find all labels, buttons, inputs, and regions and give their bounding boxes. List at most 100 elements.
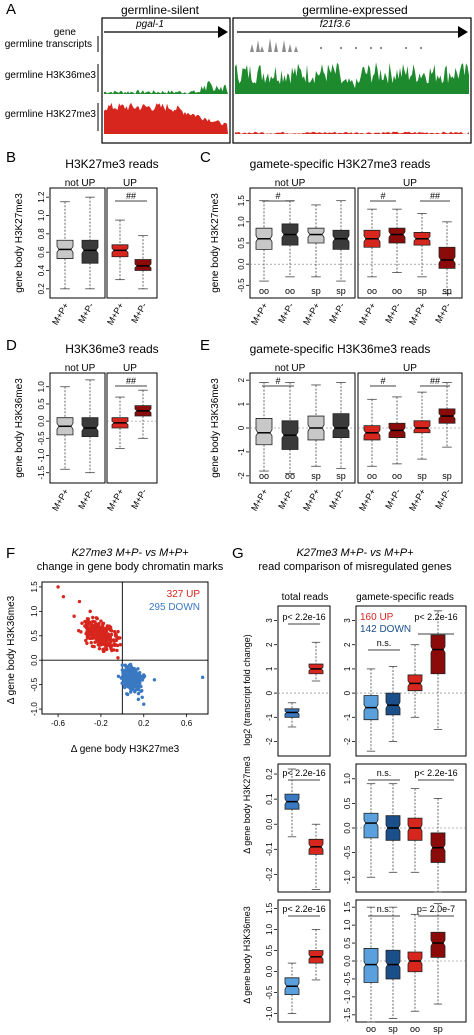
panel-b-x-axis: M+P+ M+P- M+P+ M+P-	[50, 301, 149, 327]
f-point-down	[128, 690, 133, 694]
e-sub-label: sp	[336, 471, 346, 481]
c-sub-label: oo	[285, 286, 295, 296]
panel-e-sig2: #	[380, 376, 385, 386]
f-point-down	[120, 663, 125, 667]
f-point-up	[83, 624, 87, 628]
panel-b-frame-right	[106, 187, 158, 299]
g-p-r2-total: p< 2.2e-16	[282, 768, 325, 778]
f-point-down	[128, 679, 132, 684]
track-label-gene: gene	[54, 27, 77, 38]
f-xtick-label: 0.2	[138, 719, 150, 728]
f-point-down	[139, 684, 143, 689]
c-xlabel: M+P+	[249, 301, 270, 327]
g-r1-gamete-1	[385, 692, 401, 716]
f-point-up	[116, 629, 120, 634]
g-r3-tick-label: 1.5	[265, 902, 274, 914]
e-xlabel: M+P-	[383, 487, 403, 511]
g-r3-gamete-3	[430, 931, 446, 958]
gene-name-right: f21f3.6	[320, 19, 351, 30]
g-r3b-tick-label: 0.5	[343, 937, 352, 949]
transcript-dot	[380, 47, 382, 49]
f-point-up	[104, 641, 109, 646]
g-r1-tick-label: 2	[265, 642, 274, 647]
f-point-up	[77, 599, 82, 604]
f-point-up	[108, 625, 113, 630]
panel-g-col-total: total reads	[282, 592, 329, 603]
g-r3b-tick-label: -1.5	[343, 1007, 352, 1021]
e-sub-label: oo	[259, 471, 269, 481]
panel-b-title: H3K27me3 reads	[65, 157, 158, 171]
transcript-dot	[340, 47, 342, 49]
f-point-up	[116, 656, 120, 660]
f-point-down	[125, 673, 130, 677]
c-xlabel: M+P+	[407, 301, 428, 327]
g-r3-tick-label: -1.0	[265, 1006, 274, 1020]
c-y-tick-label: 0.0	[237, 258, 246, 270]
b-y-tick-label: 0.2	[37, 283, 46, 295]
panel-b-y-axis: 0.2 0.4 0.6 0.8 1.0 1.2	[37, 191, 49, 294]
d-y-tick-label: -1.0	[37, 448, 46, 462]
g-r3b-tick-label: 1.5	[343, 901, 352, 913]
panel-e: E gamete-specific H3K36me3 reads not UP …	[200, 337, 463, 513]
c-y-tick-label: 0.5	[237, 237, 246, 249]
transcript-dot	[355, 47, 357, 49]
f-point-up	[101, 625, 105, 629]
f-point-up	[99, 638, 103, 643]
c-y-tick-label: -0.5	[237, 278, 246, 292]
f-point-up	[86, 635, 91, 639]
transcript-dot	[320, 47, 322, 49]
coverage-tracks	[104, 38, 469, 134]
g-p-r3-gamete: p= 2.0e-7	[417, 904, 455, 914]
b-box-3	[134, 259, 152, 271]
panel-f-frame	[41, 581, 209, 715]
panel-d-ylabel: gene body H3K36me3	[14, 378, 25, 478]
panel-g-col-gamete: gamete-specific reads	[356, 592, 454, 603]
panel-g-title-2: read comparison of misregulated genes	[258, 561, 452, 573]
panel-g-boxes: -2 -1 0 1 2 3 -2 -1 0 1 2 3 -0.2 -0.1 0.0 0.1 0.2 -1.0 -0.…	[265, 610, 466, 1034]
h3k36-track-expressed	[235, 62, 469, 94]
e-y-tick-label: -2	[237, 472, 246, 480]
g-r1b-tick-label: 1	[343, 666, 352, 671]
g-frame-r1-gamete	[355, 605, 467, 757]
c-sub-label: oo	[392, 286, 402, 296]
g-r2-tick-label: 0.1	[265, 793, 274, 805]
f-point-up	[101, 622, 105, 626]
c-sub-label: oo	[259, 286, 269, 296]
b-y-tick-label: 0.8	[37, 228, 46, 240]
f-point-up	[109, 643, 114, 648]
g-r2-gamete-2	[407, 817, 423, 841]
f-point-up	[91, 615, 95, 620]
g-r3b-tick-label: -0.5	[343, 972, 352, 986]
g-frame-r1-total	[277, 605, 331, 757]
transcript-dot	[370, 47, 372, 49]
track-label-h3k36: germline H3K36me3	[5, 70, 97, 81]
c-xlabel: M+P-	[383, 301, 403, 325]
c-sub-label: sp	[311, 286, 321, 296]
transcript-dot	[420, 47, 422, 49]
panel-f-title-2: change in gene body chromatin marks	[37, 561, 224, 573]
f-point-down	[133, 668, 138, 672]
f-point-up	[104, 636, 108, 640]
e-xlabel: M+P-	[276, 487, 296, 511]
panel-e-y-axis: -2 -1 0 1 2	[237, 377, 249, 479]
c-box-5	[388, 227, 406, 244]
g-bottom-label: oo	[366, 1024, 376, 1034]
track-label-transcripts: germline transcripts	[5, 39, 92, 50]
g-r2-tick-label: 0.0	[265, 818, 274, 830]
panel-f-ylabel: Δ gene body H3K36me3	[6, 595, 17, 704]
panel-f-xlabel: Δ gene body H3K27me3	[71, 744, 180, 755]
f-xtick-label: -0.6	[51, 719, 65, 728]
f-point-up	[85, 627, 90, 631]
d-box-1	[81, 417, 99, 437]
silent-title: germline-silent	[121, 3, 200, 17]
g-r2-tick-label: 0.2	[265, 768, 274, 780]
g-p-r1-total: p< 2.2e-16	[282, 612, 325, 622]
e-sub-label: oo	[285, 471, 295, 481]
f-point-down	[137, 670, 142, 675]
f-xtick-label: 0.6	[181, 719, 193, 728]
g-r1b-tick-label: -1	[343, 713, 352, 721]
f-point-up	[88, 609, 92, 614]
c-sub-label: sp	[336, 286, 346, 296]
f-point-up	[84, 621, 89, 625]
panel-c: C gamete-specific H3K27me3 reads not UP …	[200, 149, 463, 327]
